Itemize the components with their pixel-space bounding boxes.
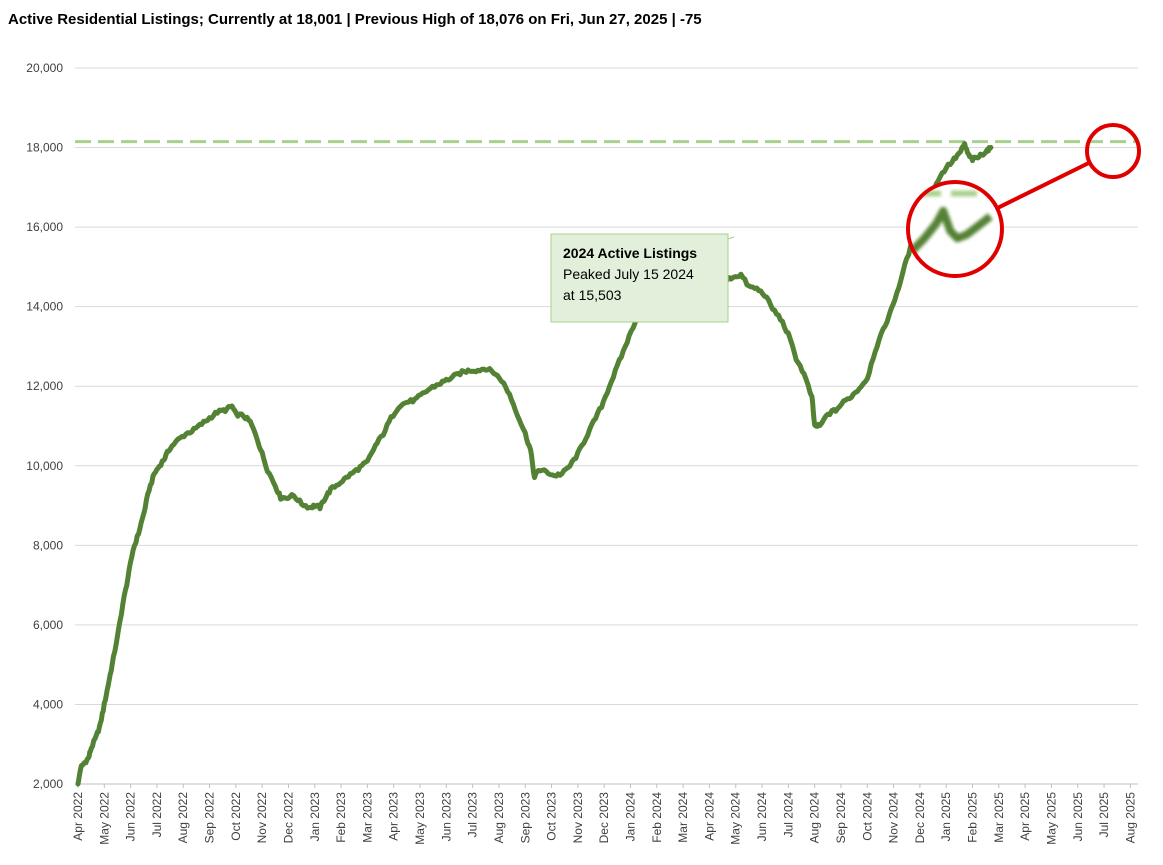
x-tick-label: Jan 2023 <box>308 792 322 842</box>
y-axis-ticks: 2,000 4,000 6,000 8,000 10,000 12,000 14,000 16… <box>26 61 63 791</box>
x-tick-label: Jun 2022 <box>124 792 138 842</box>
zoom-callout-circle <box>906 180 1004 278</box>
zoom-series-line <box>910 206 993 256</box>
x-tick-label: Feb 2023 <box>334 792 348 843</box>
x-tick-label: Jan 2024 <box>623 792 637 842</box>
x-tick-label: Sep 2023 <box>518 792 532 844</box>
chart-title: Active Residential Listings; Currently a… <box>8 11 702 28</box>
x-tick-label: Mar 2024 <box>676 792 690 843</box>
x-tick-label: Jun 2024 <box>755 792 769 842</box>
x-tick-label: Apr 2024 <box>702 792 716 841</box>
x-tick-label: May 2023 <box>413 792 427 845</box>
x-tick-label: Sep 2022 <box>203 792 217 844</box>
x-tick-label: Mar 2025 <box>992 792 1006 843</box>
x-axis-ticks: Apr 2022 May 2022 Jun 2022 Jul 2022 Aug 2022… <box>71 784 1137 845</box>
x-tick-label: Aug 2023 <box>492 792 506 844</box>
x-tick-label: Jul 2022 <box>150 792 164 838</box>
y-tick-label: 4,000 <box>33 697 63 711</box>
x-tick-label: Nov 2022 <box>255 792 269 844</box>
y-tick-label: 20,000 <box>26 61 63 75</box>
recent-high-highlight-circle <box>1085 123 1141 179</box>
x-tick-label: Dec 2024 <box>913 792 927 844</box>
x-tick-label: Aug 2024 <box>808 792 822 844</box>
annotation-line-2: at 15,503 <box>563 287 622 303</box>
x-tick-label: Apr 2022 <box>71 792 85 841</box>
x-tick-label: Jul 2024 <box>781 792 795 838</box>
y-tick-label: 10,000 <box>26 459 63 473</box>
zoom-callout <box>906 180 1004 278</box>
x-tick-label: Jun 2023 <box>439 792 453 842</box>
x-tick-label: Aug 2022 <box>176 792 190 844</box>
x-tick-label: May 2024 <box>729 792 743 845</box>
x-tick-label: Mar 2023 <box>360 792 374 843</box>
x-tick-label: Feb 2024 <box>650 792 664 843</box>
y-tick-label: 8,000 <box>33 538 63 552</box>
x-tick-label: Dec 2022 <box>281 792 295 844</box>
y-tick-label: 2,000 <box>33 777 63 791</box>
x-tick-label: Jul 2023 <box>466 792 480 838</box>
x-tick-label: Apr 2025 <box>1018 792 1032 841</box>
annotation-box <box>550 233 729 323</box>
x-tick-label: Sep 2024 <box>834 792 848 844</box>
y-tick-label: 16,000 <box>26 220 63 234</box>
gridlines <box>75 67 1138 785</box>
x-tick-label: Apr 2023 <box>387 792 401 841</box>
x-tick-label: Oct 2022 <box>229 792 243 841</box>
x-tick-label: Jul 2025 <box>1097 792 1111 838</box>
y-tick-label: 14,000 <box>26 300 63 314</box>
annotation-title: 2024 Active Listings <box>563 245 697 261</box>
x-tick-label: Dec 2023 <box>597 792 611 844</box>
y-tick-label: 6,000 <box>33 618 63 632</box>
x-tick-label: Jun 2025 <box>1071 792 1085 842</box>
y-tick-label: 18,000 <box>26 141 63 155</box>
zoom-callout-background <box>908 182 1002 276</box>
x-tick-label: Nov 2024 <box>887 792 901 844</box>
y-tick-label: 12,000 <box>26 379 63 393</box>
zoom-callout-connector <box>996 160 1091 210</box>
x-tick-label: Oct 2024 <box>860 792 874 841</box>
x-tick-label: Aug 2025 <box>1123 792 1137 844</box>
x-tick-label: Feb 2025 <box>966 792 980 843</box>
x-tick-label: Jan 2025 <box>939 792 953 842</box>
active-listings-series-line <box>75 141 994 787</box>
x-tick-label: Nov 2023 <box>571 792 585 844</box>
annotation-line-1: Peaked July 15 2024 <box>563 266 694 282</box>
x-tick-label: May 2025 <box>1044 792 1058 845</box>
x-tick-label: May 2022 <box>97 792 111 845</box>
x-tick-label: Oct 2023 <box>545 792 559 841</box>
